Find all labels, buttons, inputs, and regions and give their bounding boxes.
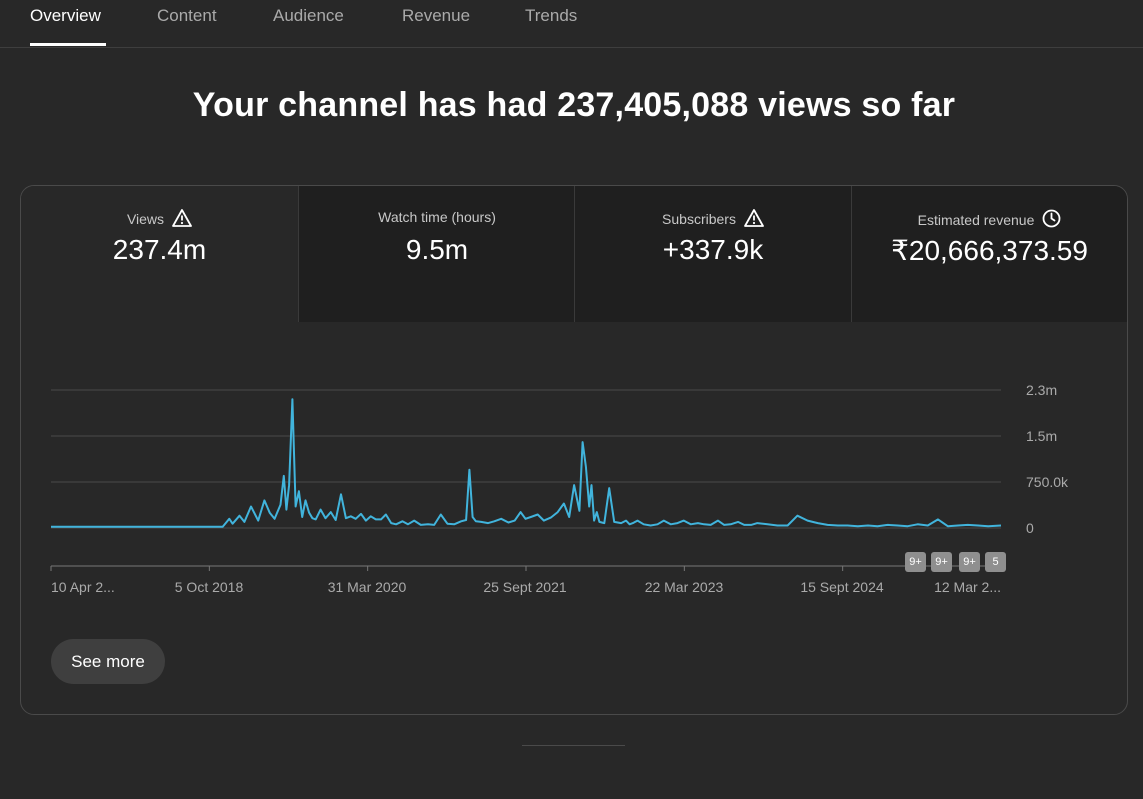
metric-value: 9.5m: [405, 234, 469, 265]
tab-revenue[interactable]: Revenue: [402, 6, 471, 25]
divider: [522, 745, 625, 746]
metric-cards: Views 237.4m Watch time (hours) 9.5m Sub…: [21, 186, 1127, 322]
annotation-badge[interactable]: 5: [985, 552, 1006, 572]
see-more-button[interactable]: See more: [51, 639, 165, 684]
metric-card-subscribers[interactable]: Subscribers +337.9k: [574, 186, 851, 322]
tab-bar: Overview Content Audience Revenue Trends: [0, 0, 1143, 48]
active-tab-indicator: [30, 43, 106, 46]
metric-label: Estimated revenue: [917, 212, 1035, 228]
metric-value: +337.9k: [662, 234, 764, 265]
metric-value: 237.4m: [112, 234, 207, 265]
tab-trends[interactable]: Trends: [525, 6, 578, 25]
metric-label: Watch time (hours): [378, 209, 496, 225]
metric-card-estimated-revenue[interactable]: Estimated revenue ₹20,666,373.59: [851, 186, 1127, 322]
overview-card: Views 237.4m Watch time (hours) 9.5m Sub…: [20, 185, 1128, 715]
metric-label: Views: [126, 211, 165, 227]
metric-card-watch-time[interactable]: Watch time (hours) 9.5m: [298, 186, 575, 322]
page-title: Your channel has had 237,405,088 views s…: [192, 86, 956, 124]
warning-icon[interactable]: [744, 209, 764, 230]
annotation-badge[interactable]: 9+: [905, 552, 926, 572]
metric-value: ₹20,666,373.59: [891, 235, 1088, 266]
warning-icon[interactable]: [172, 209, 192, 230]
annotation-badge[interactable]: 9+: [931, 552, 952, 572]
metric-label-row: Estimated revenue: [852, 209, 1127, 231]
metric-card-views[interactable]: Views 237.4m: [21, 186, 298, 322]
annotation-badge[interactable]: 9+: [959, 552, 980, 572]
metric-label-row: Subscribers: [575, 209, 851, 230]
tab-content[interactable]: Content: [157, 6, 217, 25]
metric-label-row: Views: [21, 209, 298, 230]
tab-audience[interactable]: Audience: [273, 6, 344, 25]
metric-label: Subscribers: [662, 211, 736, 227]
clock-icon[interactable]: [1042, 209, 1061, 231]
tab-overview[interactable]: Overview: [30, 6, 101, 25]
